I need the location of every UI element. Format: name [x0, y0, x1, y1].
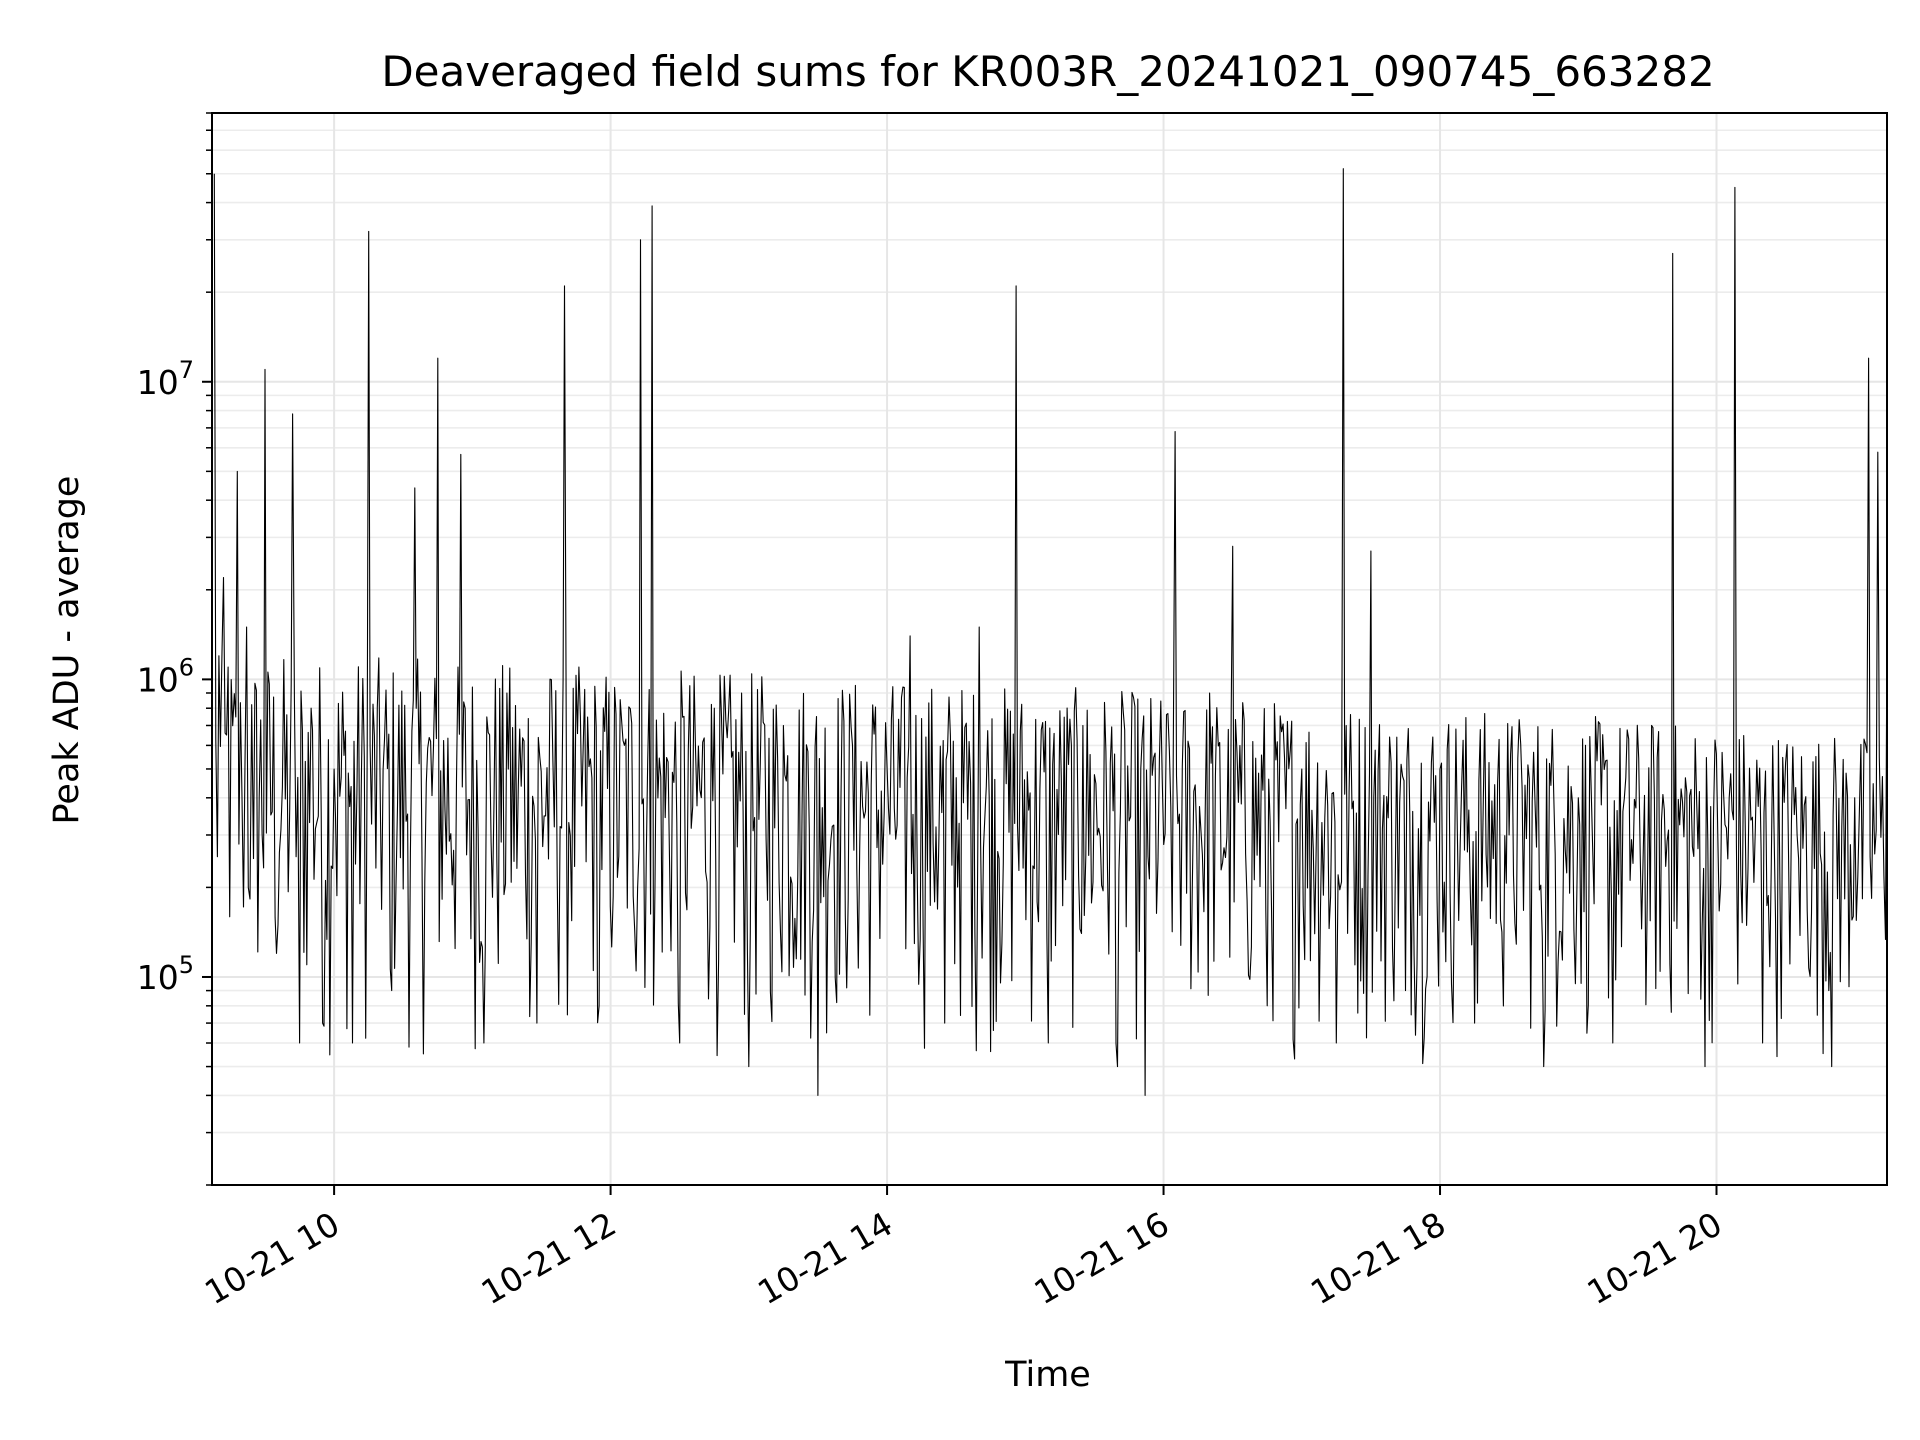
y-tick-label: 106: [137, 653, 194, 699]
chart-title: Deaveraged field sums for KR003R_2024102…: [381, 47, 1714, 96]
plot-area-frame: [211, 112, 1888, 1186]
series-line: [213, 168, 1887, 1096]
plot-data: [213, 168, 1887, 1096]
y-tick-label: 105: [137, 951, 194, 997]
y-axis-label: Peak ADU - average: [47, 476, 87, 825]
y-tick-label: 107: [137, 356, 194, 402]
y-axis: 105 106 107: [137, 356, 194, 997]
x-axis-label: Time: [1004, 1355, 1091, 1395]
